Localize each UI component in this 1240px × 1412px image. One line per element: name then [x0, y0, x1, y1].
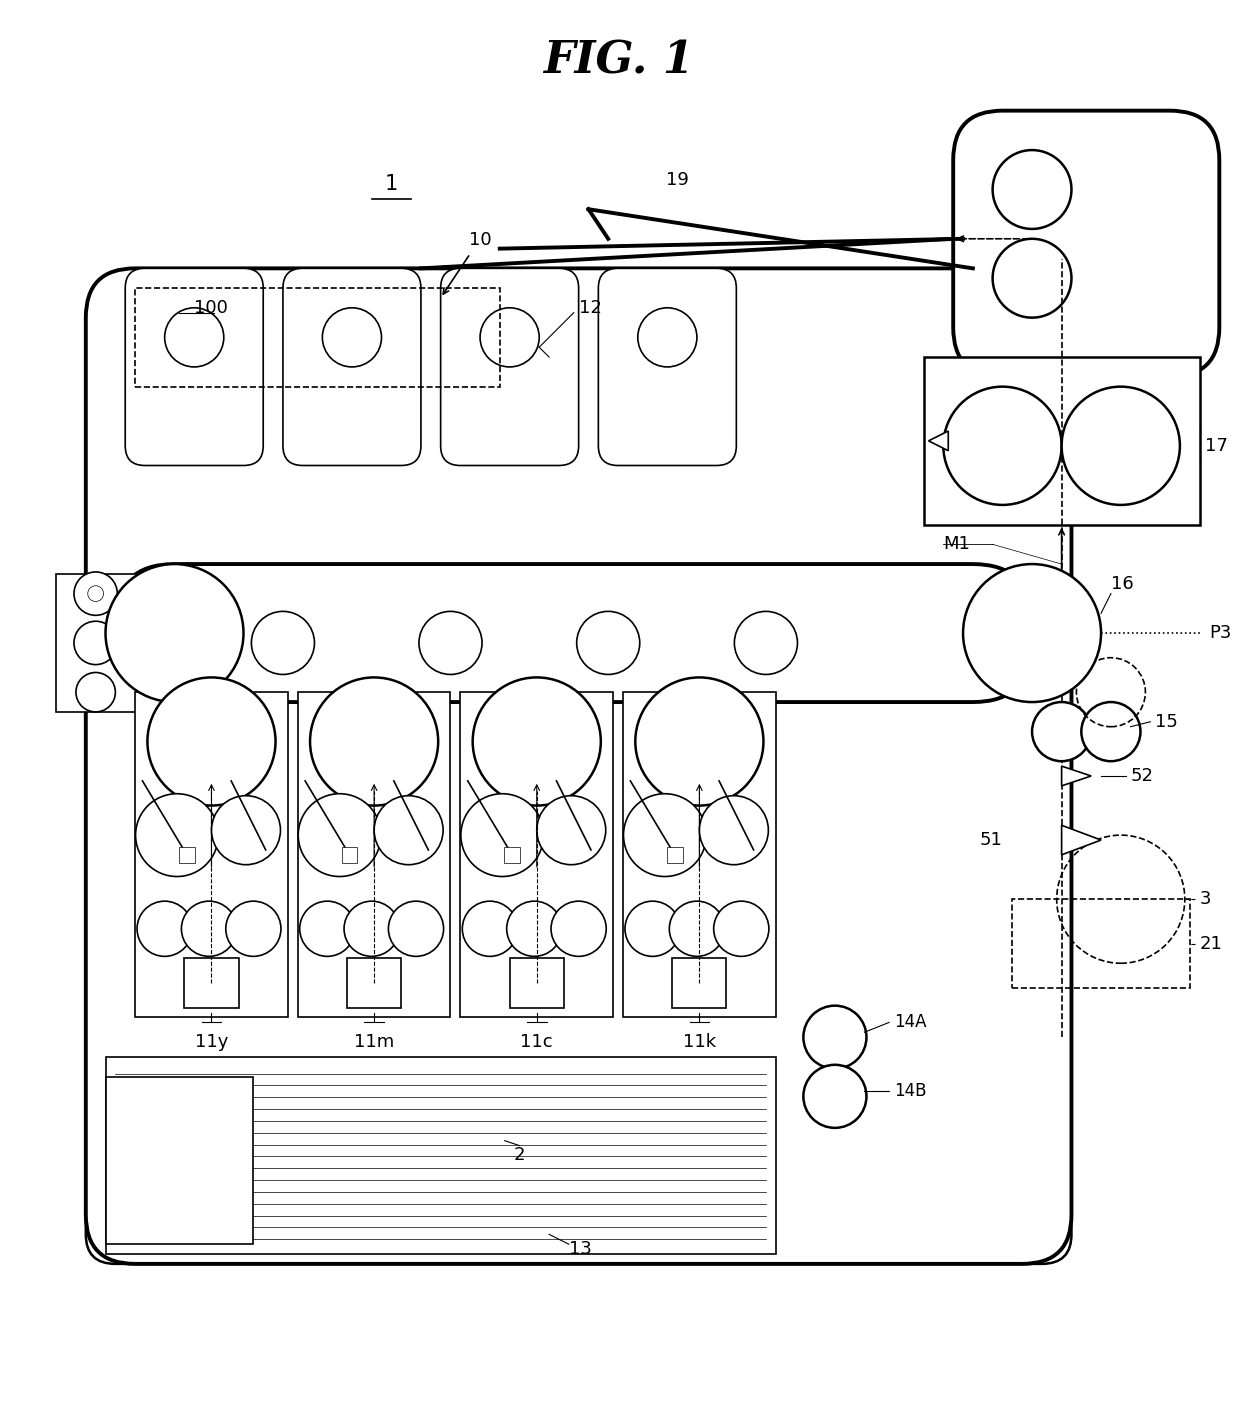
Bar [135, 288, 500, 387]
Text: 12: 12 [579, 299, 601, 316]
Bar [105, 1076, 253, 1244]
Circle shape [507, 901, 562, 956]
Text: 17: 17 [1204, 436, 1228, 455]
Bar [185, 959, 238, 1008]
Bar [667, 847, 683, 863]
Circle shape [310, 678, 438, 806]
Polygon shape [929, 431, 949, 450]
Circle shape [637, 308, 697, 367]
Circle shape [226, 901, 281, 956]
Text: 16: 16 [1111, 575, 1133, 593]
Circle shape [300, 901, 355, 956]
Circle shape [734, 611, 797, 675]
Bar [179, 847, 195, 863]
Circle shape [635, 678, 764, 806]
Circle shape [577, 611, 640, 675]
Circle shape [670, 901, 724, 956]
Text: P3: P3 [1209, 624, 1231, 642]
Polygon shape [1061, 767, 1091, 786]
Text: 11m: 11m [353, 1034, 394, 1051]
Circle shape [419, 611, 482, 675]
Circle shape [135, 794, 218, 877]
Text: 10: 10 [469, 230, 491, 249]
Circle shape [992, 150, 1071, 229]
Circle shape [252, 611, 315, 675]
Bar [56, 573, 155, 712]
FancyBboxPatch shape [283, 268, 420, 466]
Text: 15: 15 [1156, 713, 1178, 731]
Text: 100: 100 [195, 299, 228, 316]
Circle shape [551, 901, 606, 956]
Bar [672, 959, 727, 1008]
Circle shape [374, 796, 443, 864]
Text: 52: 52 [1131, 767, 1153, 785]
FancyBboxPatch shape [125, 268, 263, 466]
Circle shape [212, 796, 280, 864]
Bar [1012, 899, 1189, 988]
Bar [510, 959, 564, 1008]
Text: 19: 19 [666, 171, 688, 189]
Circle shape [298, 794, 381, 877]
Circle shape [165, 308, 223, 367]
Text: 11k: 11k [683, 1034, 715, 1051]
Text: M1: M1 [944, 535, 970, 554]
Circle shape [74, 621, 118, 665]
Circle shape [76, 672, 115, 712]
Text: FIG. 1: FIG. 1 [543, 40, 693, 83]
FancyBboxPatch shape [86, 1028, 1071, 1264]
Bar [105, 1058, 776, 1254]
Bar [347, 959, 402, 1008]
Circle shape [699, 796, 769, 864]
Circle shape [472, 678, 601, 806]
Circle shape [804, 1065, 867, 1128]
Bar [341, 847, 357, 863]
Circle shape [148, 678, 275, 806]
FancyBboxPatch shape [440, 268, 579, 466]
Circle shape [88, 586, 104, 602]
Polygon shape [1061, 825, 1101, 854]
Text: 3: 3 [1199, 890, 1211, 908]
Text: 14B: 14B [894, 1083, 926, 1100]
Text: 51: 51 [980, 832, 1002, 849]
Bar [505, 847, 520, 863]
Circle shape [461, 794, 543, 877]
Text: 21: 21 [1199, 935, 1223, 953]
Bar [135, 692, 288, 1018]
Circle shape [480, 308, 539, 367]
FancyBboxPatch shape [115, 563, 1032, 702]
Circle shape [624, 794, 707, 877]
Circle shape [944, 387, 1061, 505]
Bar [460, 692, 613, 1018]
Circle shape [105, 563, 243, 702]
Text: 11c: 11c [521, 1034, 553, 1051]
Circle shape [74, 572, 118, 616]
Circle shape [343, 901, 399, 956]
FancyBboxPatch shape [954, 110, 1219, 377]
Circle shape [138, 901, 192, 956]
Text: 13: 13 [569, 1240, 591, 1258]
FancyBboxPatch shape [86, 268, 1071, 1264]
Text: 2: 2 [513, 1147, 526, 1165]
Text: 14A: 14A [894, 1014, 926, 1031]
Circle shape [804, 1005, 867, 1069]
Text: 11y: 11y [195, 1034, 228, 1051]
Circle shape [322, 308, 382, 367]
Bar [924, 357, 1199, 525]
Bar [622, 692, 776, 1018]
Circle shape [1032, 702, 1091, 761]
Circle shape [463, 901, 517, 956]
Circle shape [1081, 702, 1141, 761]
Bar [298, 692, 450, 1018]
Circle shape [537, 796, 606, 864]
Text: 1: 1 [384, 175, 398, 195]
Circle shape [1061, 387, 1180, 505]
FancyBboxPatch shape [599, 268, 737, 466]
Circle shape [714, 901, 769, 956]
Circle shape [992, 239, 1071, 318]
Circle shape [963, 563, 1101, 702]
Circle shape [625, 901, 681, 956]
Circle shape [181, 901, 237, 956]
Circle shape [388, 901, 444, 956]
